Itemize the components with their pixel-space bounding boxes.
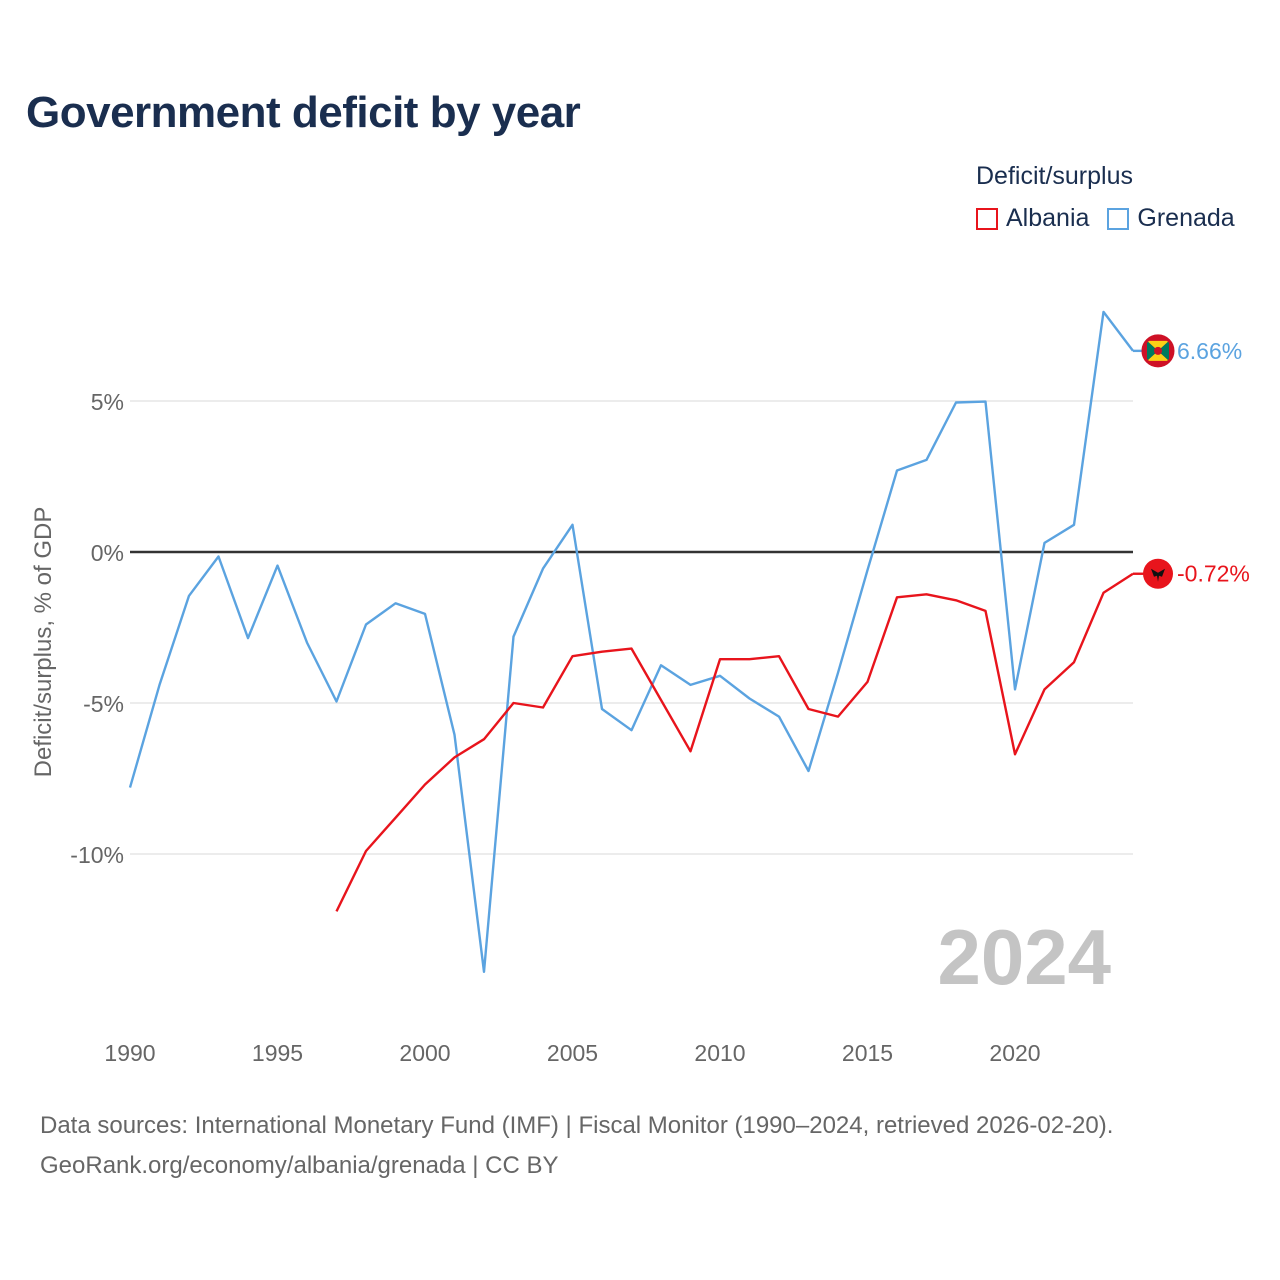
legend-title: Deficit/surplus: [976, 162, 1133, 190]
legend-swatch-grenada: [1107, 207, 1130, 230]
legend-item-grenada[interactable]: Grenada: [1107, 204, 1235, 233]
x-tick-label: 1990: [104, 1040, 155, 1066]
footer: Data sources: International Monetary Fun…: [40, 1106, 1113, 1186]
y-tick-label: -5%: [83, 691, 124, 717]
legend-item-albania[interactable]: Albania: [976, 204, 1089, 233]
y-axis-label: Deficit/surplus, % of GDP: [30, 507, 57, 778]
grenada-flag-border-icon: [1141, 334, 1175, 368]
year-watermark: 2024: [937, 913, 1111, 1001]
x-tick-label: 2010: [694, 1040, 745, 1066]
grenada-flag-disc-icon: [1154, 346, 1162, 355]
series-line-grenada: [128, 310, 1134, 973]
x-tick-label: 2005: [547, 1040, 598, 1066]
end-label-albania: -0.72%: [1177, 561, 1250, 587]
source-link[interactable]: GeoRank.org/economy/albania/grenada | CC…: [40, 1152, 559, 1179]
end-label-grenada: 6.66%: [1177, 338, 1242, 364]
albania-eagle-icon: [1151, 568, 1165, 582]
data-sources-text: Data sources: International Monetary Fun…: [40, 1112, 1114, 1139]
series-line-albania: [335, 572, 1134, 912]
y-tick-label: 5%: [91, 389, 124, 415]
x-tick-label: 2000: [399, 1040, 450, 1066]
legend-swatch-albania: [976, 207, 998, 230]
y-tick-label: -10%: [70, 842, 124, 868]
x-tick-label: 1995: [252, 1040, 303, 1066]
y-tick-label: 0%: [91, 540, 124, 566]
x-tick-label: 2015: [842, 1040, 893, 1066]
legend-label-albania: Albania: [1006, 204, 1090, 232]
chart-title: Government deficit by year: [26, 88, 581, 137]
legend-label-grenada: Grenada: [1137, 204, 1235, 232]
legend: Albania Grenada: [976, 204, 1253, 233]
x-tick-label: 2020: [989, 1040, 1040, 1066]
